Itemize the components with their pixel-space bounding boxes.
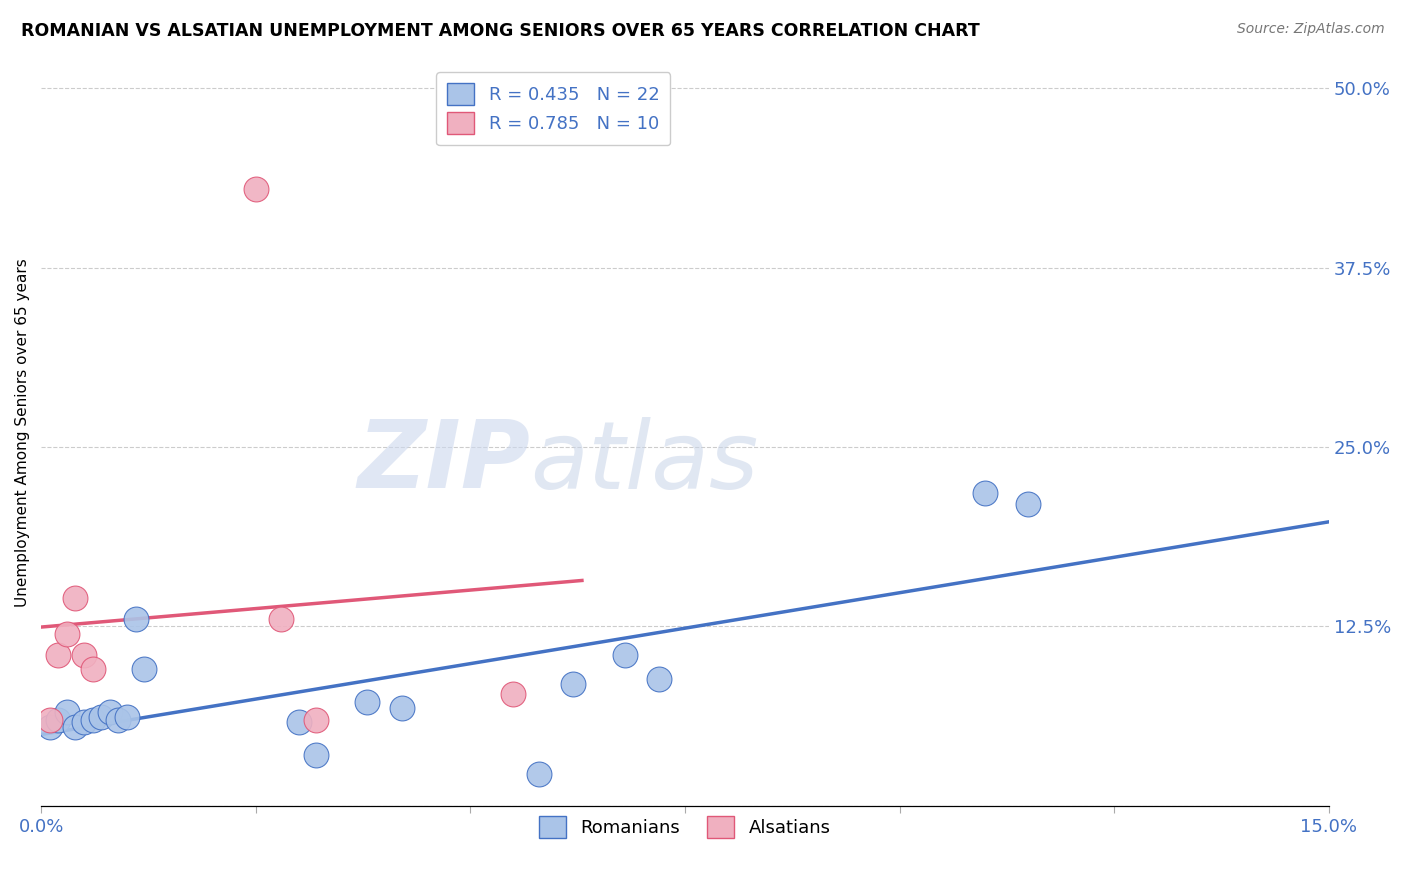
Point bbox=[65, 720, 87, 734]
Text: Source: ZipAtlas.com: Source: ZipAtlas.com bbox=[1237, 22, 1385, 37]
Y-axis label: Unemployment Among Seniors over 65 years: Unemployment Among Seniors over 65 years bbox=[15, 259, 30, 607]
Point bbox=[98, 706, 121, 720]
Point bbox=[648, 673, 671, 687]
Point bbox=[270, 612, 292, 626]
Point bbox=[124, 612, 146, 626]
Point bbox=[1017, 497, 1039, 511]
Point bbox=[527, 767, 550, 781]
Text: ROMANIAN VS ALSATIAN UNEMPLOYMENT AMONG SENIORS OVER 65 YEARS CORRELATION CHART: ROMANIAN VS ALSATIAN UNEMPLOYMENT AMONG … bbox=[21, 22, 980, 40]
Point bbox=[38, 713, 60, 727]
Point bbox=[305, 713, 328, 727]
Point bbox=[134, 662, 156, 676]
Point bbox=[562, 677, 585, 691]
Point bbox=[613, 648, 636, 662]
Point bbox=[391, 701, 413, 715]
Point bbox=[974, 486, 997, 500]
Point bbox=[56, 626, 79, 640]
Point bbox=[115, 710, 138, 724]
Point bbox=[82, 662, 104, 676]
Point bbox=[356, 695, 378, 709]
Point bbox=[305, 748, 328, 763]
Point bbox=[65, 591, 87, 605]
Point bbox=[287, 715, 309, 730]
Point bbox=[107, 713, 129, 727]
Point bbox=[46, 648, 69, 662]
Point bbox=[38, 720, 60, 734]
Point bbox=[56, 706, 79, 720]
Point bbox=[245, 182, 267, 196]
Point bbox=[73, 715, 96, 730]
Point bbox=[82, 713, 104, 727]
Point bbox=[73, 648, 96, 662]
Text: atlas: atlas bbox=[530, 417, 759, 508]
Point bbox=[90, 710, 112, 724]
Point bbox=[502, 687, 524, 701]
Legend: Romanians, Alsatians: Romanians, Alsatians bbox=[531, 809, 838, 846]
Point bbox=[46, 713, 69, 727]
Text: ZIP: ZIP bbox=[357, 417, 530, 508]
